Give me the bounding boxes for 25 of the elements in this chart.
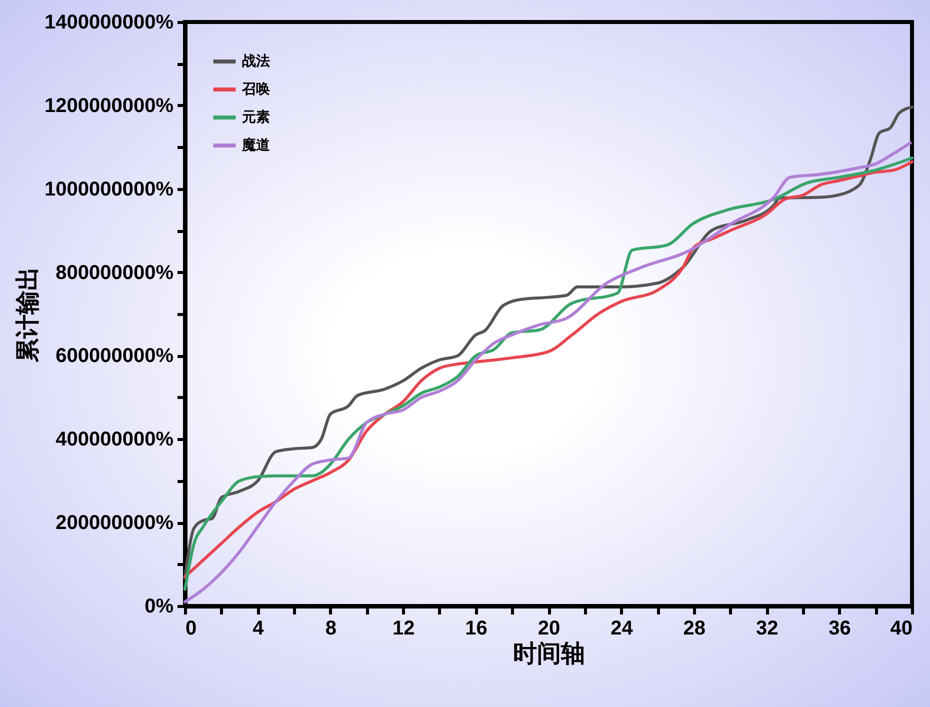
legend-label: 战法 [242, 52, 270, 68]
x-tick-label: 20 [538, 618, 560, 640]
x-tick-label: 24 [610, 618, 634, 640]
y-tick-label: 1200000000% [44, 94, 174, 117]
x-tick-label: 36 [828, 618, 851, 640]
x-tick-label: 0 [186, 618, 197, 640]
x-tick-label: 12 [392, 618, 415, 640]
x-tick-label: 28 [683, 618, 706, 640]
y-tick-label: 600000000% [56, 345, 174, 368]
legend-label: 元素 [241, 108, 270, 124]
y-axis-title: 累计输出 [14, 266, 42, 364]
legend-label: 魔道 [241, 136, 271, 152]
y-tick-label: 1000000000% [44, 178, 174, 200]
y-tick-label: 1400000000% [44, 12, 174, 34]
x-axis-title: 时间轴 [513, 640, 585, 668]
y-tick-label: 400000000% [56, 428, 174, 451]
y-tick-label: 800000000% [56, 262, 174, 284]
x-tick-label: 8 [325, 618, 336, 640]
x-tick-label: 40 [890, 618, 912, 640]
x-tick-label: 16 [465, 618, 488, 640]
x-tick-label: 32 [756, 618, 778, 640]
legend-label: 召唤 [241, 80, 270, 96]
y-tick-label: 200000000% [56, 512, 174, 534]
y-tick-label: 0% [144, 596, 174, 618]
x-tick-label: 4 [252, 618, 265, 640]
